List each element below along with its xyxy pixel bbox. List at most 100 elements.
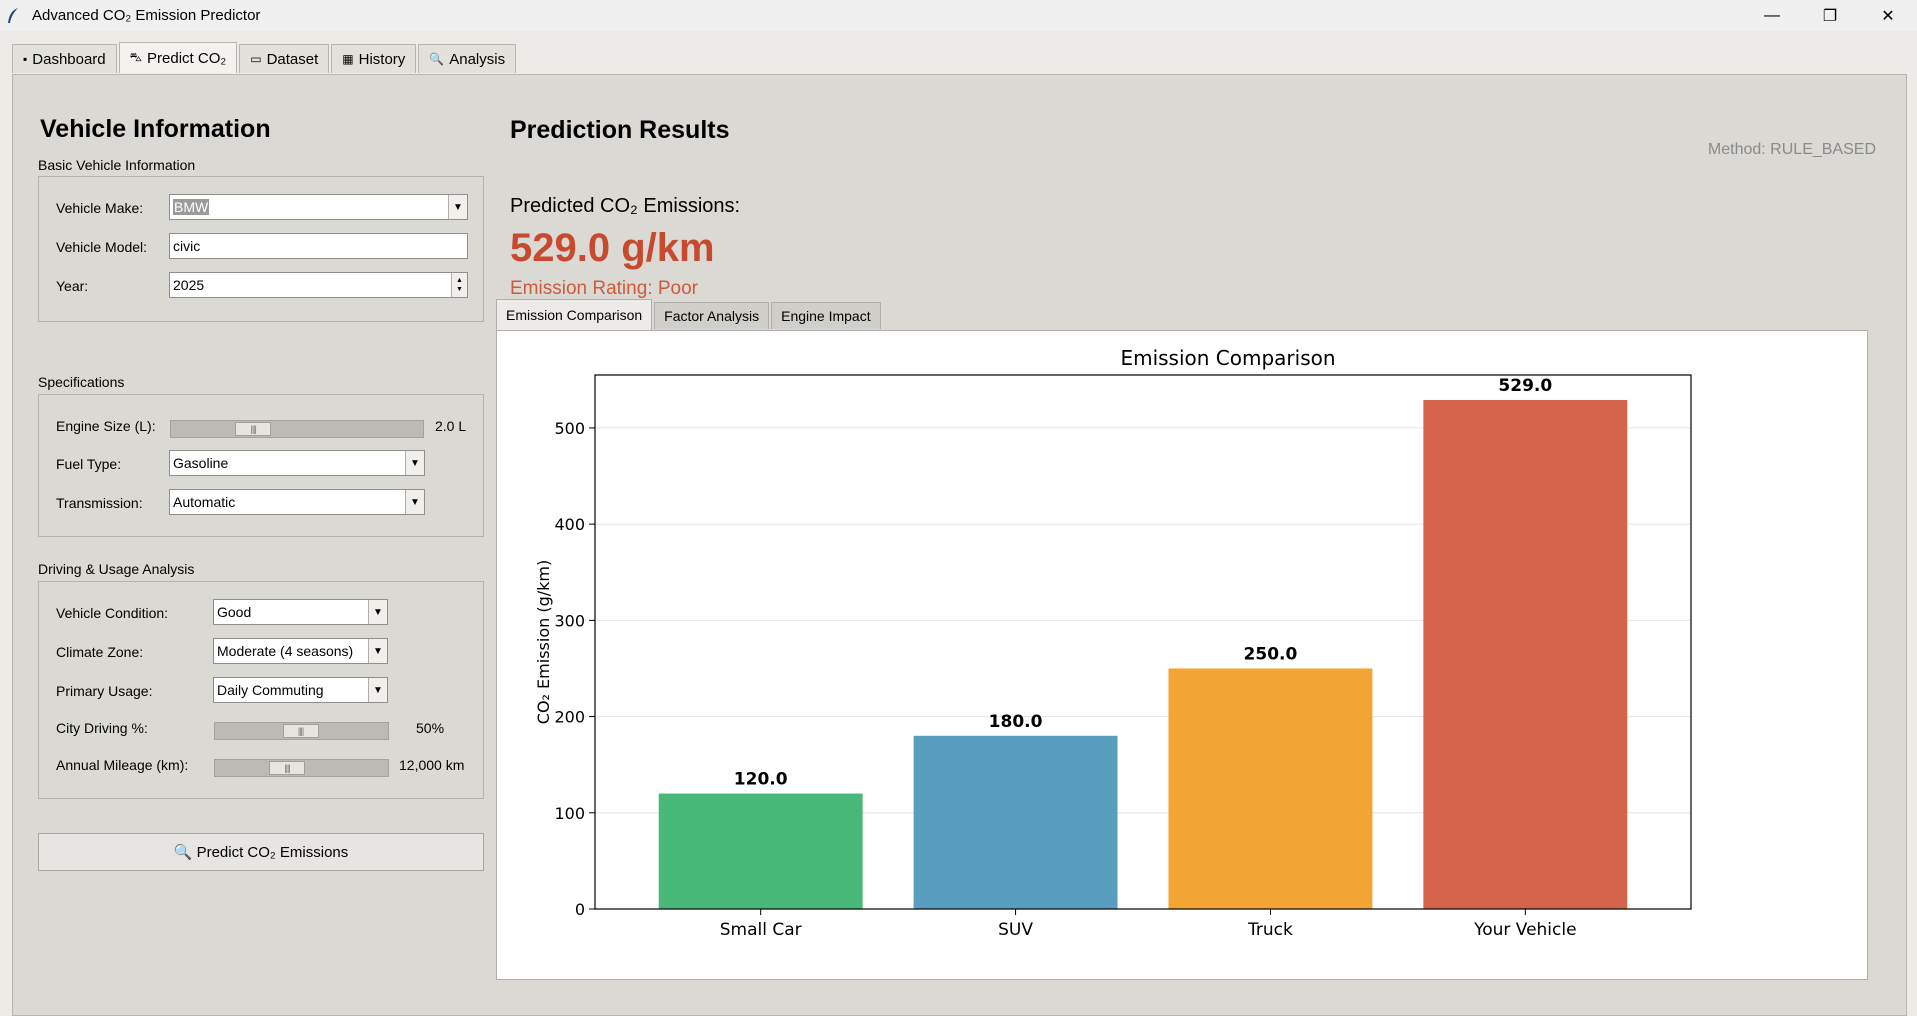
engine-size-label: Engine Size (L): — [56, 418, 156, 434]
make-value: BMW — [173, 199, 210, 215]
tab-emission-comparison[interactable]: Emission Comparison — [496, 299, 653, 330]
tab-label: Predict CO₂ — [147, 49, 227, 67]
chevron-down-icon[interactable]: ▼ — [368, 678, 387, 702]
transmission-combobox[interactable]: Automatic ▼ — [169, 489, 425, 515]
tab-engine-impact[interactable]: Engine Impact — [771, 302, 881, 329]
city-driving-label: City Driving %: — [56, 720, 148, 736]
chevron-down-icon[interactable]: ▼ — [368, 639, 387, 663]
method-label: Method: RULE_BASED — [1707, 141, 1876, 158]
chart-y-tick-label: 300 — [554, 611, 585, 630]
condition-combobox[interactable]: Good ▼ — [213, 599, 388, 625]
transmission-value: Automatic — [173, 494, 236, 510]
app-window: ▪ Dashboard ⛍ Predict CO₂ ▭ Dataset ▦ Hi… — [0, 31, 1917, 1016]
tab-analysis[interactable]: 🔍 Analysis — [418, 44, 517, 73]
basic-info-group-label: Basic Vehicle Information — [38, 157, 196, 173]
predicted-label: Predicted CO₂ Emissions: — [510, 195, 741, 217]
predict-button[interactable]: 🔍 Predict CO₂ Emissions — [38, 833, 484, 871]
fuel-type-label: Fuel Type: — [56, 456, 122, 472]
chart-bar — [1423, 400, 1628, 909]
driving-group-label: Driving & Usage Analysis — [38, 561, 195, 577]
chevron-down-icon[interactable]: ▼ — [368, 600, 387, 624]
tab-dataset[interactable]: ▭ Dataset — [239, 44, 330, 73]
year-label: Year: — [56, 278, 89, 294]
slider-thumb[interactable]: |||| — [269, 761, 305, 775]
tab-label: Dashboard — [32, 50, 106, 68]
chart-y-tick-label: 400 — [554, 515, 585, 534]
tab-label: Analysis — [449, 50, 506, 68]
year-value: 2025 — [173, 277, 205, 293]
emission-chart-panel: Emission Comparison CO₂ Emission (g/km) … — [496, 330, 1868, 980]
dashboard-icon: ▪ — [23, 52, 28, 66]
usage-value: Daily Commuting — [217, 682, 324, 698]
make-combobox[interactable]: BMW ▼ — [169, 194, 468, 220]
restore-button[interactable]: ❐ — [1822, 7, 1838, 25]
chevron-down-icon[interactable]: ▼ — [448, 195, 467, 219]
mileage-value: 12,000 km — [399, 757, 465, 773]
chart-bar — [658, 793, 863, 909]
tab-dashboard[interactable]: ▪ Dashboard — [12, 44, 117, 73]
make-label: Vehicle Make: — [56, 200, 144, 216]
tab-label: Dataset — [266, 50, 319, 68]
chart-x-tick-label: Small Car — [720, 920, 802, 940]
chart-data-label: 250.0 — [1244, 644, 1298, 664]
tab-history[interactable]: ▦ History — [331, 44, 417, 73]
results-heading: Prediction Results — [510, 116, 730, 144]
close-button[interactable]: ✕ — [1881, 7, 1895, 25]
climate-label: Climate Zone: — [56, 644, 144, 660]
condition-value: Good — [217, 604, 252, 620]
chart-bar — [913, 735, 1118, 909]
car-icon: ⛍ — [129, 50, 143, 64]
chart-data-label: 180.0 — [989, 712, 1043, 732]
chart-x-tick-label: Your Vehicle — [1473, 920, 1577, 940]
climate-value: Moderate (4 seasons) — [217, 643, 354, 659]
emission-rating: Emission Rating: Poor — [510, 278, 698, 299]
chart-y-tick-label: 500 — [554, 419, 585, 438]
mileage-label: Annual Mileage (km): — [56, 757, 189, 773]
feather-icon — [8, 7, 18, 23]
chart-title: Emission Comparison — [1120, 346, 1335, 370]
vehicle-info-heading: Vehicle Information — [40, 115, 271, 143]
minimize-button[interactable]: — — [1764, 6, 1780, 24]
model-input[interactable]: civic — [169, 233, 468, 259]
tab-factor-analysis[interactable]: Factor Analysis — [654, 302, 770, 329]
chevron-down-icon[interactable]: ▼ — [405, 490, 424, 514]
chart-plot-frame — [594, 374, 1692, 910]
tab-label: History — [358, 50, 406, 68]
chart-y-tick-label: 100 — [554, 804, 585, 823]
climate-combobox[interactable]: Moderate (4 seasons) ▼ — [213, 638, 388, 664]
magnifier-icon: 🔍 — [429, 52, 445, 66]
engine-size-value: 2.0 L — [435, 418, 467, 434]
chart-data-label: 529.0 — [1498, 376, 1552, 396]
history-icon: ▦ — [342, 52, 354, 66]
chart-y-axis-label: CO₂ Emission (g/km) — [534, 560, 553, 724]
specifications-group — [38, 394, 484, 537]
chart-x-tick-label: Truck — [1247, 920, 1293, 940]
spin-arrows-icon[interactable]: ▲ ▼ — [451, 273, 467, 297]
basic-info-group — [38, 176, 484, 322]
chart-bar — [1168, 668, 1373, 909]
title-bar: Advanced CO₂ Emission Predictor — ❐ ✕ — [0, 0, 1917, 31]
slider-thumb[interactable]: |||| — [282, 724, 319, 738]
city-driving-slider[interactable]: |||| — [214, 722, 389, 740]
engine-size-slider[interactable]: |||| — [170, 420, 424, 438]
transmission-label: Transmission: — [56, 495, 143, 511]
chart-y-tick-label: 200 — [554, 708, 585, 727]
main-tab-bar: ▪ Dashboard ⛍ Predict CO₂ ▭ Dataset ▦ Hi… — [12, 42, 518, 74]
emission-comparison-chart: Emission Comparison CO₂ Emission (g/km) … — [534, 346, 1692, 940]
specifications-group-label: Specifications — [38, 374, 125, 390]
chevron-down-icon[interactable]: ▼ — [405, 451, 424, 475]
model-label: Vehicle Model: — [56, 239, 148, 255]
fuel-type-value: Gasoline — [173, 455, 229, 471]
chart-data-label: 120.0 — [734, 770, 788, 790]
chart-x-tick-label: SUV — [998, 920, 1033, 940]
predicted-value: 529.0 g/km — [510, 226, 715, 270]
year-spinbox[interactable]: 2025 ▲ ▼ — [169, 272, 468, 298]
usage-combobox[interactable]: Daily Commuting ▼ — [213, 677, 388, 703]
mileage-slider[interactable]: |||| — [214, 759, 389, 777]
slider-thumb[interactable]: |||| — [235, 422, 272, 436]
fuel-type-combobox[interactable]: Gasoline ▼ — [169, 450, 425, 476]
window-title: Advanced CO₂ Emission Predictor — [32, 7, 261, 24]
chart-y-tick-label: 0 — [575, 900, 585, 919]
tab-predict-co2[interactable]: ⛍ Predict CO₂ — [118, 42, 238, 73]
usage-label: Primary Usage: — [56, 683, 153, 699]
